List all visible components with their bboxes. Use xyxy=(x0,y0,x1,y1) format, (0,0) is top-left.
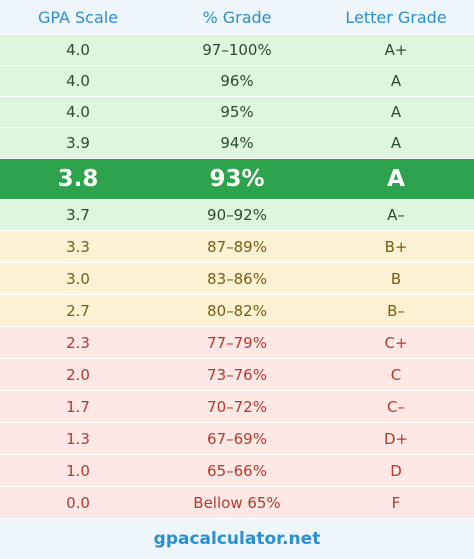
table-cell: 2.3 xyxy=(66,333,90,352)
table-row: 0.0 Bellow 65% F xyxy=(0,487,474,519)
header-cell: % Grade xyxy=(202,7,272,27)
table-cell: B– xyxy=(387,301,405,320)
table-cell: D xyxy=(390,461,402,480)
table-cell: A xyxy=(387,166,405,192)
table-cell: F xyxy=(391,493,401,512)
table-cell: C+ xyxy=(384,333,408,352)
table-cell: A xyxy=(390,72,402,90)
table-row: 3.0 83–86% B xyxy=(0,263,474,295)
table-cell: 97–100% xyxy=(202,41,272,59)
table-row: 4.0 96% A xyxy=(0,66,474,97)
table-cell: 83–86% xyxy=(207,269,267,288)
table-cell: 70–72% xyxy=(207,397,267,416)
table-cell: 0.0 xyxy=(66,493,90,512)
table-cell: 4.0 xyxy=(66,41,90,59)
table-cell: 2.0 xyxy=(66,365,90,384)
table-row: 2.7 80–82% B– xyxy=(0,295,474,327)
table-cell: 87–89% xyxy=(207,237,267,256)
table-cell: B xyxy=(390,269,402,288)
table-cell: 67–69% xyxy=(207,429,267,448)
table-row: 3.8 93% A xyxy=(0,159,474,200)
table-cell: 3.8 xyxy=(57,166,99,192)
table-cell: A xyxy=(390,103,402,121)
table-cell: 93% xyxy=(209,166,265,192)
table-cell: 1.7 xyxy=(66,397,90,416)
table-cell: C– xyxy=(387,397,405,416)
table-cell: B+ xyxy=(384,237,408,256)
table-cell: 1.0 xyxy=(66,461,90,480)
table-cell: 3.3 xyxy=(66,237,90,256)
table-row: 2.3 77–79% C+ xyxy=(0,327,474,359)
table-cell: 73–76% xyxy=(207,365,267,384)
table-row: 1.7 70–72% C– xyxy=(0,391,474,423)
table-row: 3.3 87–89% B+ xyxy=(0,231,474,263)
table-cell: 3.9 xyxy=(66,134,90,152)
table-cell: 90–92% xyxy=(207,206,267,224)
table-cell: A xyxy=(390,134,402,152)
table-cell: 94% xyxy=(220,134,254,152)
table-cell: 4.0 xyxy=(66,103,90,121)
table-cell: 2.7 xyxy=(66,301,90,320)
table-row: 3.9 94% A xyxy=(0,128,474,159)
table-cell: Bellow 65% xyxy=(193,493,281,512)
header-cell: Letter Grade xyxy=(345,7,447,27)
table-row: 1.3 67–69% D+ xyxy=(0,423,474,455)
table-cell: D+ xyxy=(383,429,409,448)
header-row: GPA Scale % Grade Letter Grade xyxy=(0,0,474,35)
table-cell: 80–82% xyxy=(207,301,267,320)
table-cell: 95% xyxy=(220,103,254,121)
header-cell: GPA Scale xyxy=(37,7,119,27)
table-cell: 65–66% xyxy=(207,461,267,480)
table-cell: 3.0 xyxy=(66,269,90,288)
table-cell: 1.3 xyxy=(66,429,90,448)
table-row: 2.0 73–76% C xyxy=(0,359,474,391)
table-row: 4.0 97–100% A+ xyxy=(0,35,474,66)
table-row: 3.7 90–92% A– xyxy=(0,200,474,231)
table-cell: 4.0 xyxy=(66,72,90,90)
table-cell: A+ xyxy=(384,41,408,59)
table-row: 1.0 65–66% D xyxy=(0,455,474,487)
table-cell: 3.7 xyxy=(66,206,90,224)
table-cell: C xyxy=(390,365,402,384)
table-row: 4.0 95% A xyxy=(0,97,474,128)
table-cell: 96% xyxy=(220,72,254,90)
table-cell: A– xyxy=(387,206,405,224)
table-body: 4.0 97–100% A+ 4.0 96% A 4.0 95% A 3.9 94% A 3.8 93% A… xyxy=(0,35,474,519)
table-cell: 77–79% xyxy=(207,333,267,352)
footer: gpacalculator.net xyxy=(0,519,474,559)
